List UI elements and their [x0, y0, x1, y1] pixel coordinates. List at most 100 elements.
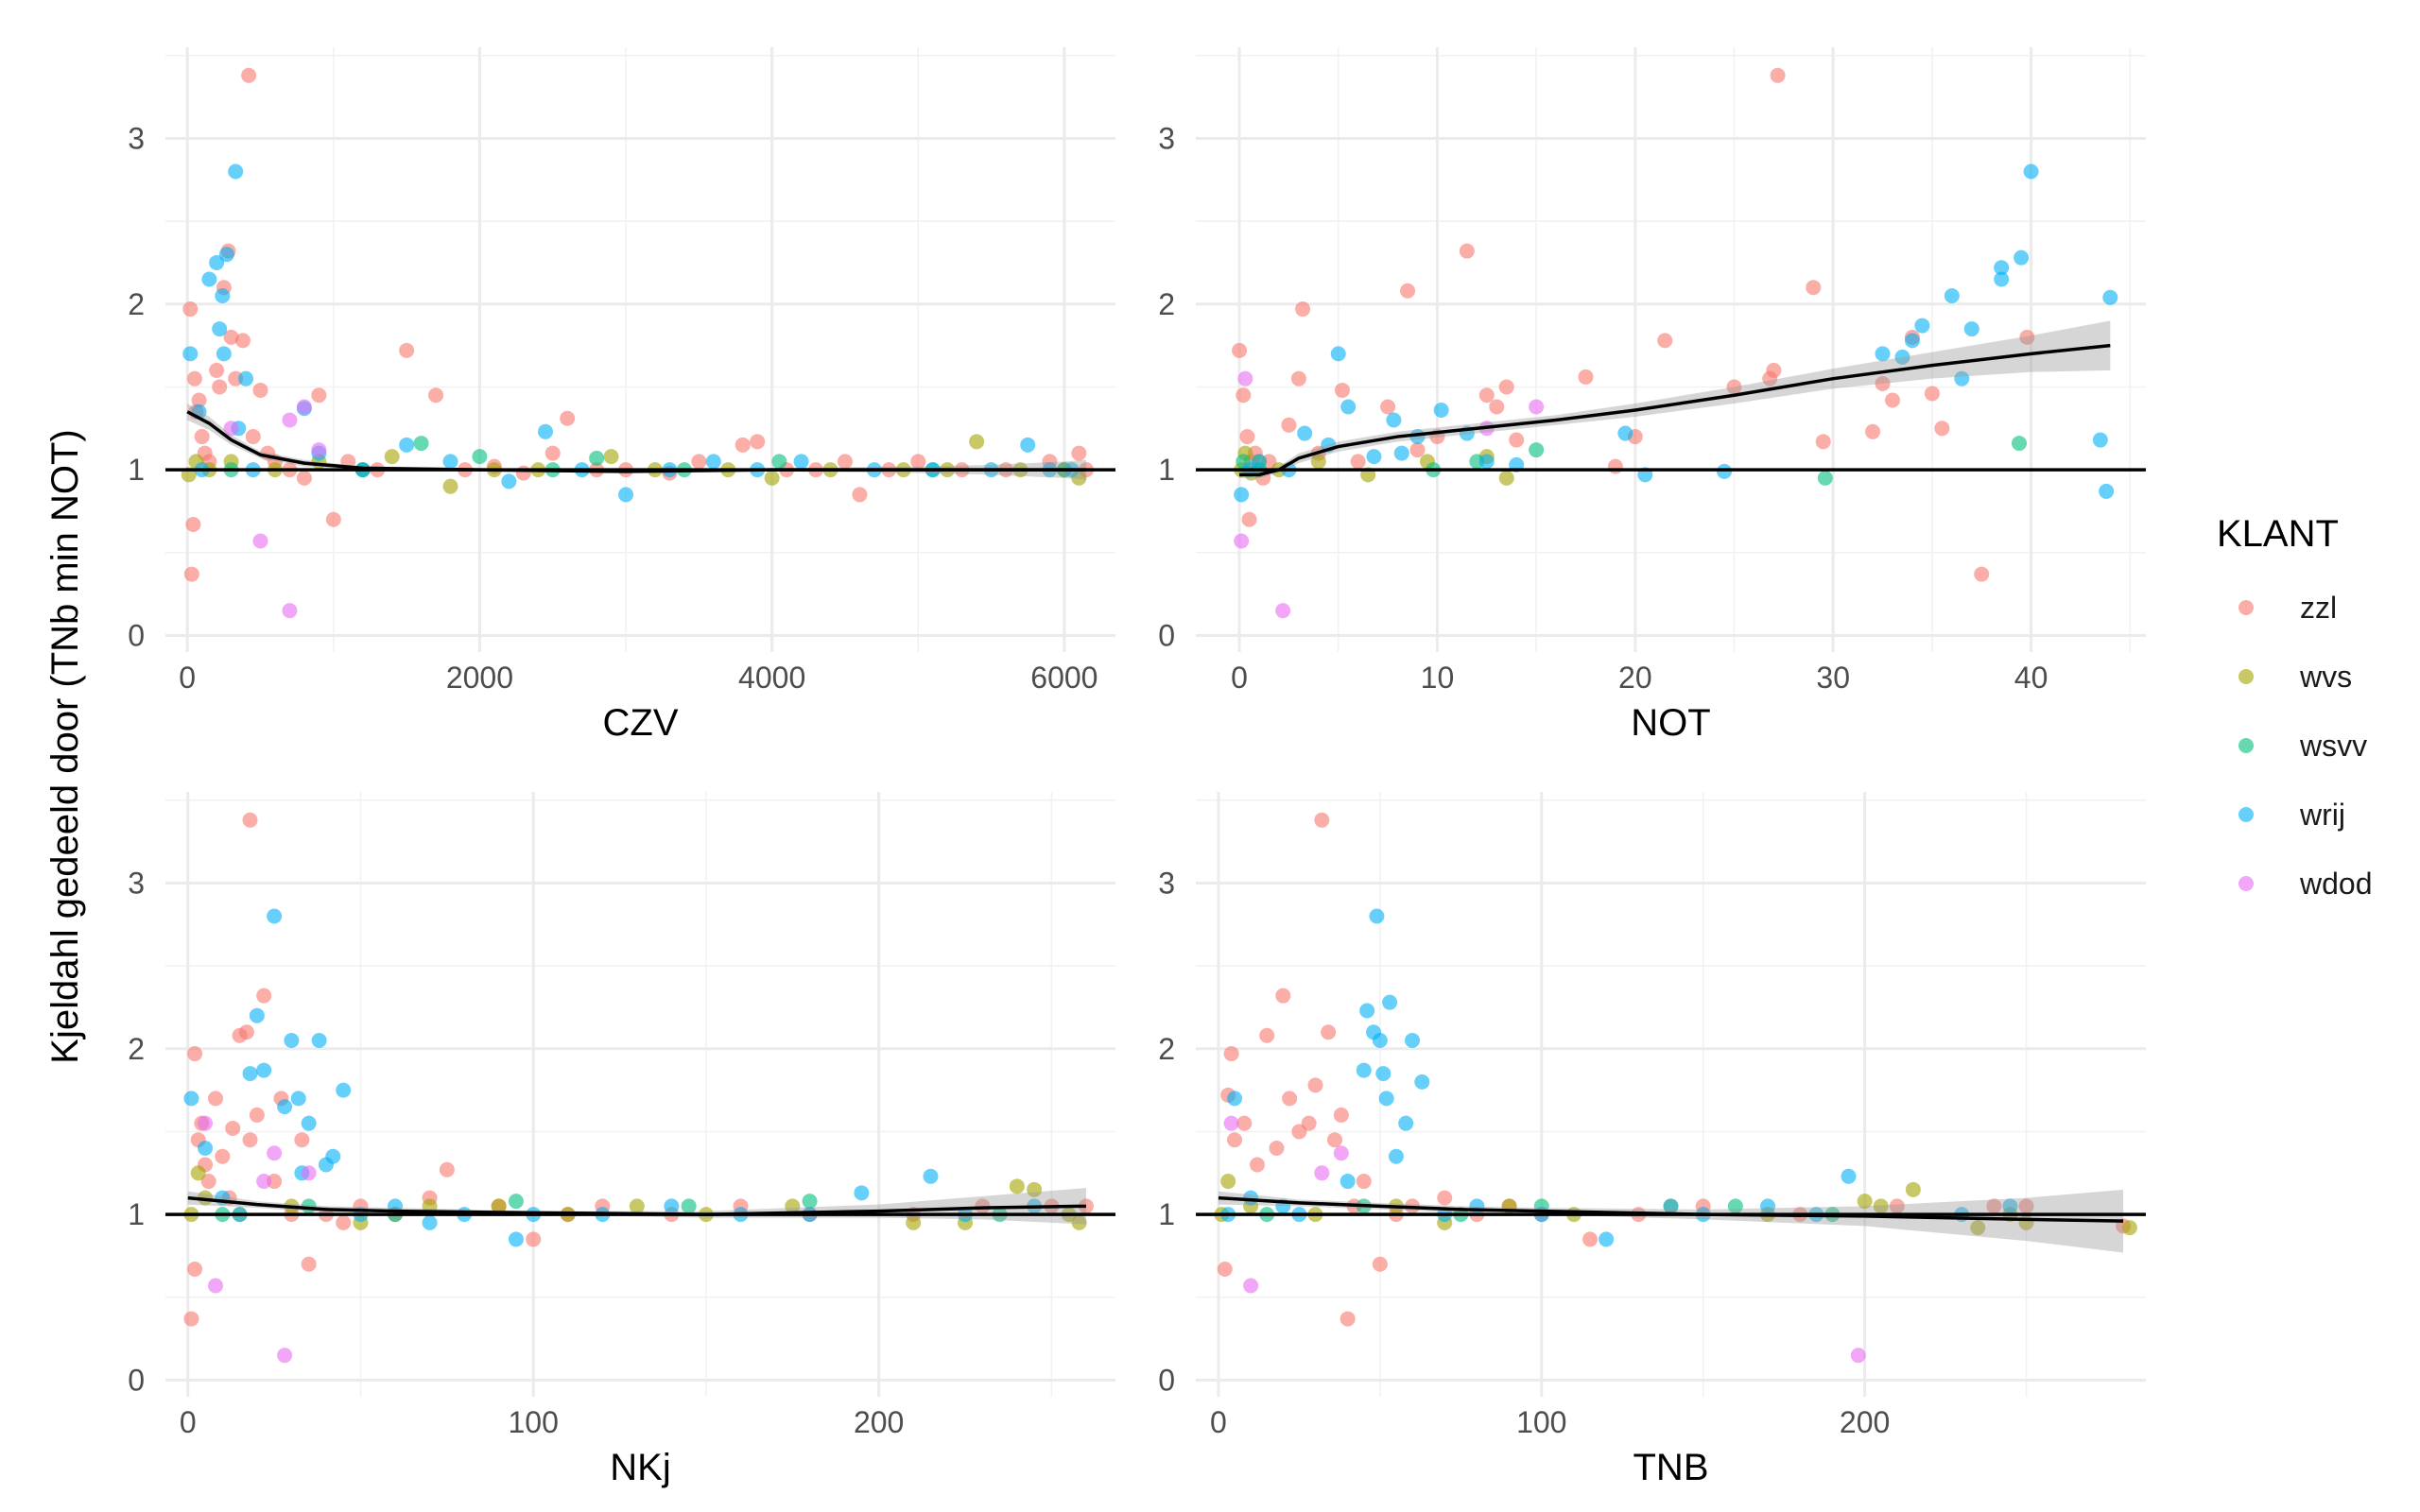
point-wrij [284, 1033, 300, 1049]
point-wrij [238, 370, 254, 387]
point-zzl [294, 1132, 310, 1148]
legend-title: KLANT [2217, 513, 2339, 555]
point-wvs [2121, 1220, 2137, 1236]
point-wdod [1333, 1145, 1349, 1161]
legend-label: wdod [2299, 867, 2373, 901]
point-zzl [256, 988, 272, 1004]
point-zzl [1307, 1077, 1323, 1093]
point-wsvv [413, 436, 429, 452]
point-wrij [216, 346, 232, 362]
point-zzl [1326, 1132, 1342, 1148]
x-tick-label: 200 [854, 1405, 904, 1439]
point-wrij [1478, 454, 1495, 470]
smooth-line [1218, 1195, 2124, 1223]
point-zzl [187, 1046, 203, 1062]
point-zzl [242, 1132, 258, 1148]
point-wrij [1963, 321, 1979, 337]
point-wdod [1223, 1115, 1239, 1131]
point-zzl [1290, 370, 1306, 387]
point-zzl [238, 1024, 254, 1040]
point-zzl [1217, 1261, 1233, 1277]
point-zzl [1334, 382, 1350, 398]
point-zzl [544, 445, 561, 461]
point-wvs [629, 1198, 645, 1214]
point-zzl [267, 1174, 283, 1190]
smooth-line [187, 1195, 1086, 1216]
x-tick-label: 200 [1840, 1405, 1890, 1439]
point-zzl [1478, 387, 1495, 404]
point-wdod [1850, 1348, 1866, 1364]
point-wdod [267, 1145, 283, 1161]
point-zzl [1489, 399, 1505, 415]
x-tick-label: 100 [509, 1405, 559, 1439]
point-zzl [1400, 283, 1416, 299]
legend-entry-wdod: wdod [2238, 867, 2373, 901]
y-tick-label: 2 [1158, 287, 1175, 321]
point-zzl [1356, 1174, 1372, 1190]
x-tick-label: 2000 [446, 661, 513, 695]
smooth-confidence-band [1239, 320, 2111, 478]
point-zzl [975, 1198, 991, 1214]
y-tick-label: 3 [128, 121, 145, 155]
smooth-line [1239, 343, 2111, 477]
smooth-confidence-band [187, 403, 1087, 480]
point-wrij [290, 1091, 306, 1107]
x-tick-label: 4000 [738, 661, 805, 695]
point-zzl [1459, 243, 1475, 259]
point-wrij [209, 254, 225, 270]
point-wrij [1366, 449, 1382, 465]
point-zzl [325, 511, 341, 527]
panel-tnb: 0 1 2 3 0 100 200 TNB [1158, 792, 2146, 1488]
x-tick-label: 0 [1231, 661, 1248, 695]
point-zzl [1301, 1115, 1317, 1131]
point-wrij [1617, 425, 1634, 441]
point-wvs [384, 449, 400, 465]
point-zzl [1578, 369, 1594, 385]
x-axis-title: NOT [1631, 702, 1710, 744]
point-zzl [194, 429, 210, 445]
legend-entries: zzl wvs wsvv wrij wdod [2238, 591, 2373, 901]
major-gridlines [165, 792, 1115, 1397]
point-zzl [1314, 812, 1330, 828]
point-wrij [242, 1066, 258, 1082]
point-zzl [252, 382, 268, 398]
point-wrij [201, 271, 217, 287]
point-zzl [1223, 1046, 1239, 1062]
point-wrij [923, 1168, 939, 1184]
y-tick-label: 3 [128, 866, 145, 900]
point-zzl [735, 437, 751, 453]
point-wvs [1220, 1174, 1236, 1190]
point-zzl [1071, 445, 1087, 461]
point-zzl [1340, 1311, 1356, 1327]
point-wrij [1393, 445, 1409, 461]
x-tick-label: 30 [1816, 661, 1850, 695]
point-wrij [1252, 454, 1267, 470]
point-zzl [215, 1148, 231, 1164]
point-zzl [301, 1256, 317, 1272]
point-wrij [267, 908, 283, 924]
point-zzl [1372, 1256, 1388, 1272]
point-zzl [1607, 458, 1623, 474]
point-wrij [1398, 1115, 1414, 1131]
point-wrij [1904, 333, 1920, 349]
legend-key-zzl [2238, 600, 2254, 615]
point-wvs [1027, 1181, 1043, 1197]
point-zzl [1295, 301, 1311, 318]
point-zzl [1282, 1091, 1298, 1107]
point-wrij [336, 1082, 352, 1098]
point-wrij [1340, 1174, 1356, 1190]
legend-entry-wsvv: wsvv [2238, 729, 2367, 763]
point-wrij [793, 454, 809, 470]
y-tick-label: 0 [128, 618, 145, 652]
point-zzl [249, 1107, 265, 1123]
point-wrij [1405, 1033, 1421, 1049]
point-wvs [491, 1198, 507, 1214]
point-wsvv [508, 1194, 524, 1210]
x-tick-label: 0 [179, 661, 196, 695]
point-zzl [560, 410, 576, 426]
point-wrij [1369, 908, 1385, 924]
x-tick-label: 100 [1516, 1405, 1566, 1439]
point-zzl [399, 342, 415, 358]
point-zzl [1875, 375, 1891, 391]
point-zzl [234, 333, 251, 349]
